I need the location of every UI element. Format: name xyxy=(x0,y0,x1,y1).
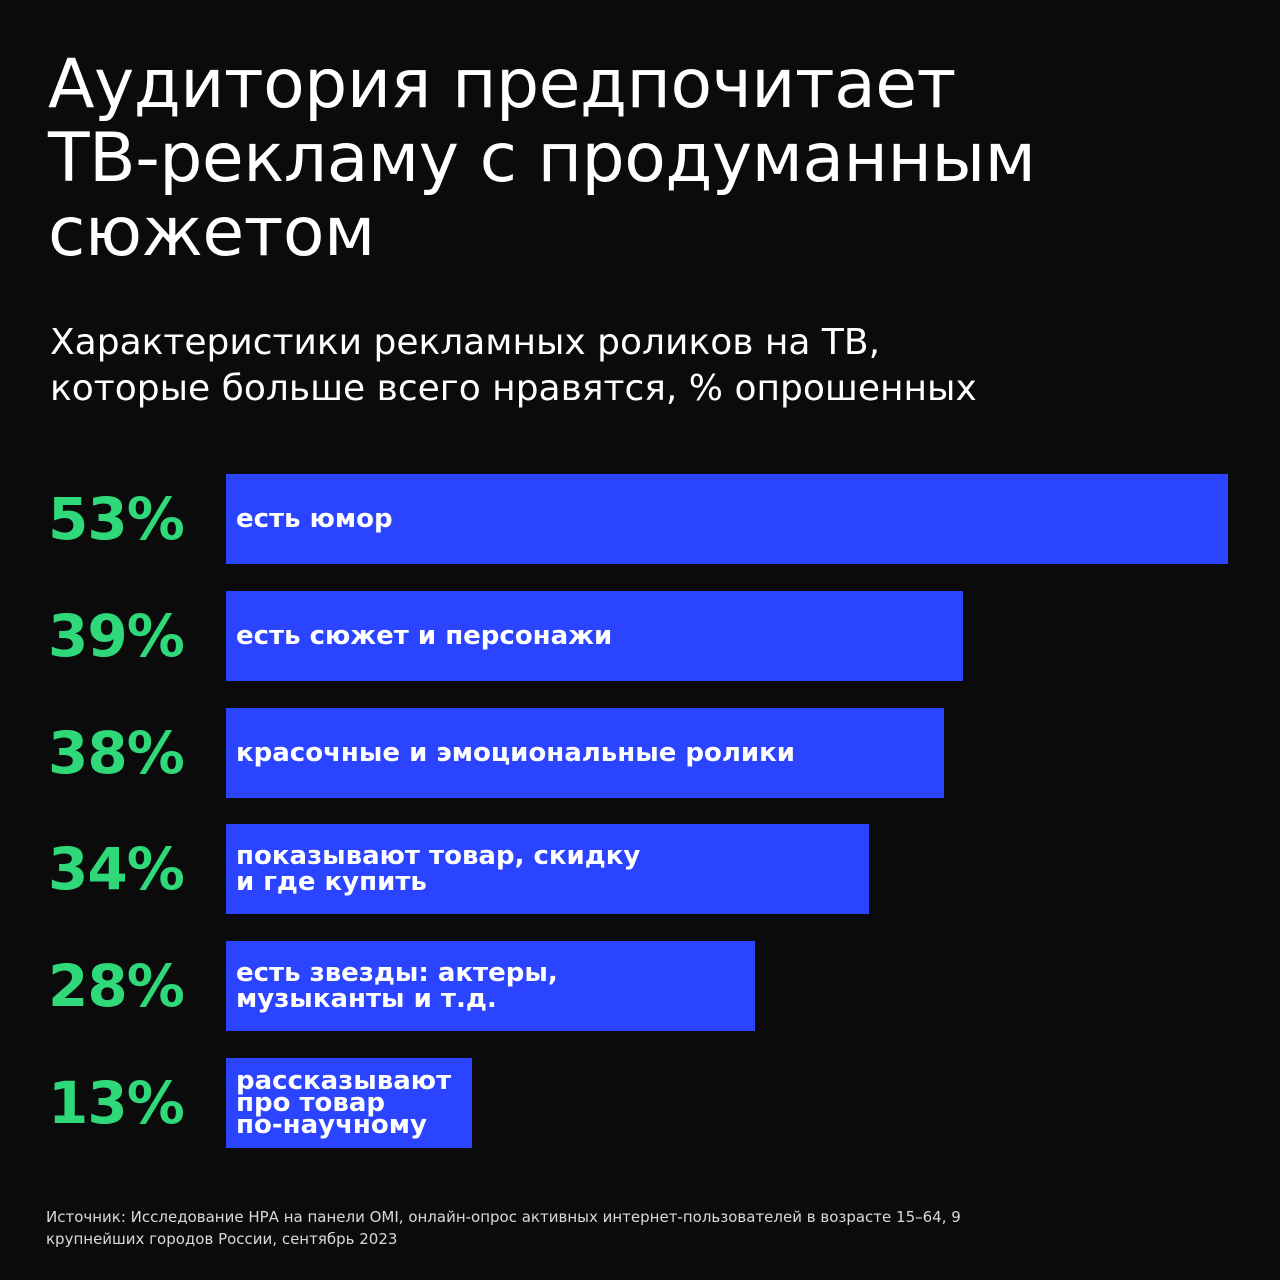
bar-value-label: 38% xyxy=(48,719,185,787)
chart-subtitle: Характеристики рекламных роликов на ТВ, … xyxy=(50,320,1240,412)
bar-value-label: 28% xyxy=(48,952,185,1020)
bar-category-label: рассказывают про товар по-научному xyxy=(236,1066,452,1140)
bar-row: 39% есть сюжет и персонажи xyxy=(0,591,1280,681)
bar-category-label: красочные и эмоциональные ролики xyxy=(236,738,795,768)
title-line: сюжетом xyxy=(48,193,375,272)
source-line: Источник: Исследование НРА на панели OMI… xyxy=(46,1208,961,1226)
bar-row: 28% есть звезды: актеры, музыканты и т.д. xyxy=(0,941,1280,1031)
bar: есть звезды: актеры, музыканты и т.д. xyxy=(226,941,755,1031)
bar: показывают товар, скидку и где купить xyxy=(226,824,869,914)
page-title: Аудитория предпочитает ТВ-рекламу с прод… xyxy=(48,48,1238,270)
bar-row: 34% показывают товар, скидку и где купить xyxy=(0,824,1280,914)
source-note: Источник: Исследование НРА на панели OMI… xyxy=(46,1206,1226,1250)
bar: есть сюжет и персонажи xyxy=(226,591,963,681)
bar-value-label: 53% xyxy=(48,485,185,553)
title-line: Аудитория предпочитает xyxy=(48,45,956,124)
bar-value-label: 34% xyxy=(48,835,185,903)
bar: красочные и эмоциональные ролики xyxy=(226,708,944,798)
bar-category-label: есть звезды: актеры, музыканты и т.д. xyxy=(236,958,558,1014)
bar-row: 13% рассказывают про товар по-научному xyxy=(0,1058,1280,1148)
bar-category-label: есть юмор xyxy=(236,504,393,534)
bar-row: 38% красочные и эмоциональные ролики xyxy=(0,708,1280,798)
source-line: крупнейших городов России, сентябрь 2023 xyxy=(46,1230,398,1248)
bar: есть юмор xyxy=(226,474,1228,564)
subtitle-line: которые больше всего нравятся, % опрошен… xyxy=(50,368,977,409)
bar-value-label: 13% xyxy=(48,1069,185,1137)
bar-row: 53% есть юмор xyxy=(0,474,1280,564)
bar-category-label: есть сюжет и персонажи xyxy=(236,621,613,651)
title-line: ТВ-рекламу с продуманным xyxy=(48,119,1036,198)
bar-value-label: 39% xyxy=(48,602,185,670)
bar: рассказывают про товар по-научному xyxy=(226,1058,472,1148)
subtitle-line: Характеристики рекламных роликов на ТВ, xyxy=(50,322,881,363)
bar-category-label: показывают товар, скидку и где купить xyxy=(236,841,641,897)
